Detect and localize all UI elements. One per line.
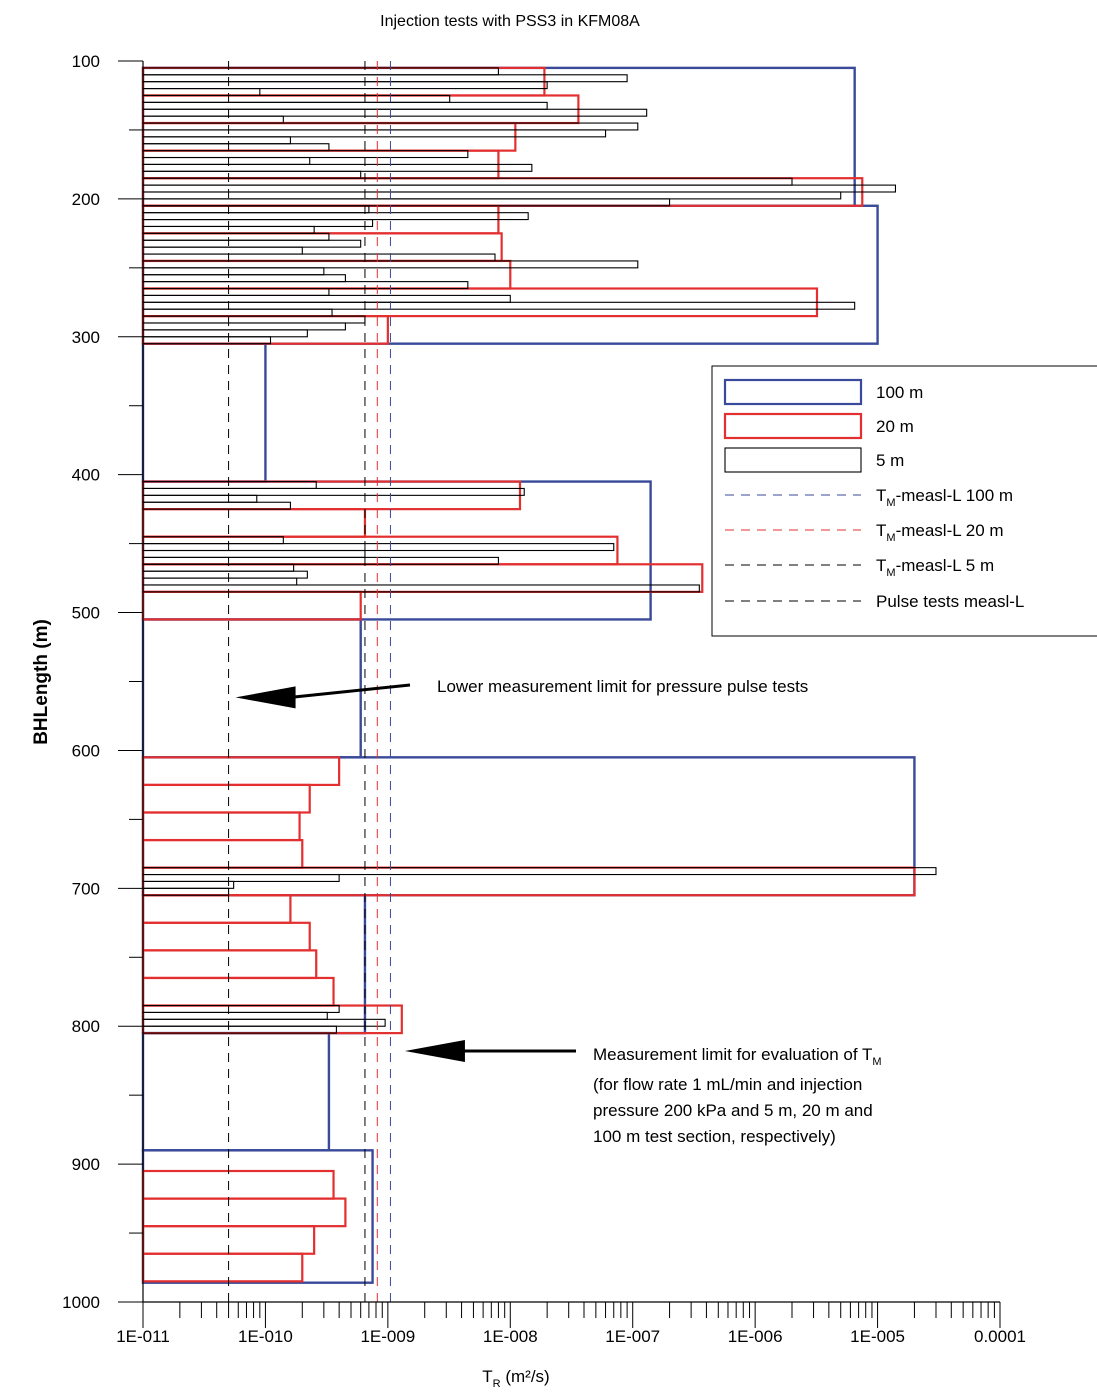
bar-100m bbox=[141, 618, 362, 759]
legend-swatch bbox=[724, 447, 862, 473]
y-tick-label: 900 bbox=[72, 1155, 100, 1174]
legend-swatch bbox=[723, 412, 863, 440]
bar-5m bbox=[142, 494, 258, 503]
bar-5m bbox=[142, 549, 366, 558]
bar-5m bbox=[142, 219, 374, 228]
bar-5m bbox=[142, 101, 548, 110]
legend-label: 5 m bbox=[876, 451, 904, 470]
y-tick-label: 700 bbox=[72, 879, 100, 898]
bar-20m bbox=[141, 1252, 304, 1283]
tm-limit-arrow-head bbox=[404, 1040, 465, 1062]
bar-20m bbox=[141, 949, 318, 980]
bar-20m bbox=[141, 508, 367, 538]
bar-5m bbox=[142, 74, 628, 83]
y-tick-label: 1000 bbox=[62, 1293, 100, 1312]
bar-5m bbox=[142, 129, 607, 138]
annotation-tm-limit-line: (for flow rate 1 mL/min and injection bbox=[593, 1075, 862, 1094]
x-tick-label: 1E-007 bbox=[605, 1327, 660, 1346]
bar-5m bbox=[142, 212, 529, 221]
bar-5m bbox=[142, 156, 311, 165]
bar-100m bbox=[141, 342, 267, 483]
y-tick-label: 600 bbox=[72, 741, 100, 760]
annotation-pulse-limit: Lower measurement limit for pressure pul… bbox=[437, 677, 808, 696]
bar-5m bbox=[142, 329, 308, 338]
x-tick-label: 1E-009 bbox=[360, 1327, 415, 1346]
legend-label: 100 m bbox=[876, 383, 923, 402]
bar-5m bbox=[142, 163, 533, 172]
x-tick-label: 1E-010 bbox=[238, 1327, 293, 1346]
bar-5m bbox=[142, 274, 346, 283]
x-axis-label: TR (m²/s) bbox=[482, 1367, 549, 1390]
y-tick-label: 100 bbox=[72, 52, 100, 71]
bar-5m bbox=[142, 136, 291, 145]
bar-5m bbox=[142, 184, 897, 193]
bar-5m bbox=[142, 322, 346, 331]
annotation-tm-limit-line: 100 m test section, respectively) bbox=[593, 1127, 836, 1146]
bar-5m bbox=[142, 239, 362, 248]
bar-20m bbox=[141, 976, 335, 1007]
x-tick-label: 1E-006 bbox=[728, 1327, 783, 1346]
legend-label: TM-measl-L 20 m bbox=[876, 521, 1004, 544]
bar-5m bbox=[142, 81, 548, 90]
x-tick-label: 1E-011 bbox=[116, 1327, 170, 1346]
x-tick-label: 1E-005 bbox=[850, 1327, 905, 1346]
bar-20m bbox=[141, 783, 311, 814]
bar-5m bbox=[142, 487, 525, 496]
bar-5m bbox=[142, 577, 298, 586]
bar-5m bbox=[142, 294, 511, 303]
y-tick-label: 500 bbox=[72, 604, 100, 623]
annotation-tm-limit-title: Measurement limit for evaluation of TM bbox=[593, 1045, 882, 1068]
bar-5m bbox=[142, 543, 615, 552]
bar-20m bbox=[141, 1197, 347, 1228]
y-tick-label: 800 bbox=[72, 1017, 100, 1036]
legend: 100 m 20 m 5 m TM-measl-L 100 m TM-measl-L 2… bbox=[711, 365, 1097, 637]
bar-5m bbox=[142, 873, 340, 882]
bar-100m bbox=[141, 1031, 331, 1152]
bar-5m bbox=[142, 570, 308, 579]
x-tick-label: 1E-008 bbox=[483, 1327, 538, 1346]
pulse-limit-arrow-head bbox=[235, 686, 296, 709]
y-axis-label: BHLength (m) bbox=[31, 619, 52, 745]
bar-5m bbox=[142, 880, 235, 889]
bar-5m bbox=[142, 301, 856, 310]
bar-20m bbox=[141, 921, 311, 952]
bar-20m bbox=[141, 838, 304, 869]
bar-5m bbox=[142, 1018, 386, 1027]
bar-20m bbox=[141, 756, 341, 787]
legend-swatch bbox=[723, 378, 863, 406]
y-tick-label: 200 bbox=[72, 190, 100, 209]
bar-5m bbox=[142, 246, 303, 255]
pulse-limit-arrow-shaft bbox=[290, 683, 411, 699]
series-20m-bars bbox=[141, 66, 916, 1283]
legend-label: 20 m bbox=[876, 417, 914, 436]
bar-5m bbox=[142, 267, 325, 276]
bar-5m bbox=[142, 108, 648, 117]
bar-20m bbox=[141, 1169, 335, 1200]
bar-20m bbox=[141, 894, 292, 924]
legend-box bbox=[711, 365, 1097, 637]
bar-20m bbox=[141, 811, 301, 842]
bar-20m bbox=[141, 590, 362, 621]
annotation-tm-limit-line: pressure 200 kPa and 5 m, 20 m and bbox=[593, 1101, 873, 1120]
y-tick-label: 400 bbox=[72, 466, 100, 485]
legend-label: TM-measl-L 100 m bbox=[876, 486, 1013, 509]
bar-5m bbox=[142, 191, 842, 200]
legend-label: TM-measl-L 5 m bbox=[876, 556, 994, 579]
annotations: Lower measurement limit for pressure pul… bbox=[235, 677, 882, 1146]
bar-5m bbox=[142, 1011, 328, 1020]
y-tick-label: 300 bbox=[72, 328, 100, 347]
legend-label: Pulse tests measl-L bbox=[876, 592, 1024, 611]
axes: 100 200 300 400 500 600 700 800 900 1000 1E-011 1E-… bbox=[31, 52, 1026, 1390]
chart-title: Injection tests with PSS3 in KFM08A bbox=[380, 13, 640, 30]
x-tick-label: 0.0001 bbox=[974, 1327, 1026, 1346]
